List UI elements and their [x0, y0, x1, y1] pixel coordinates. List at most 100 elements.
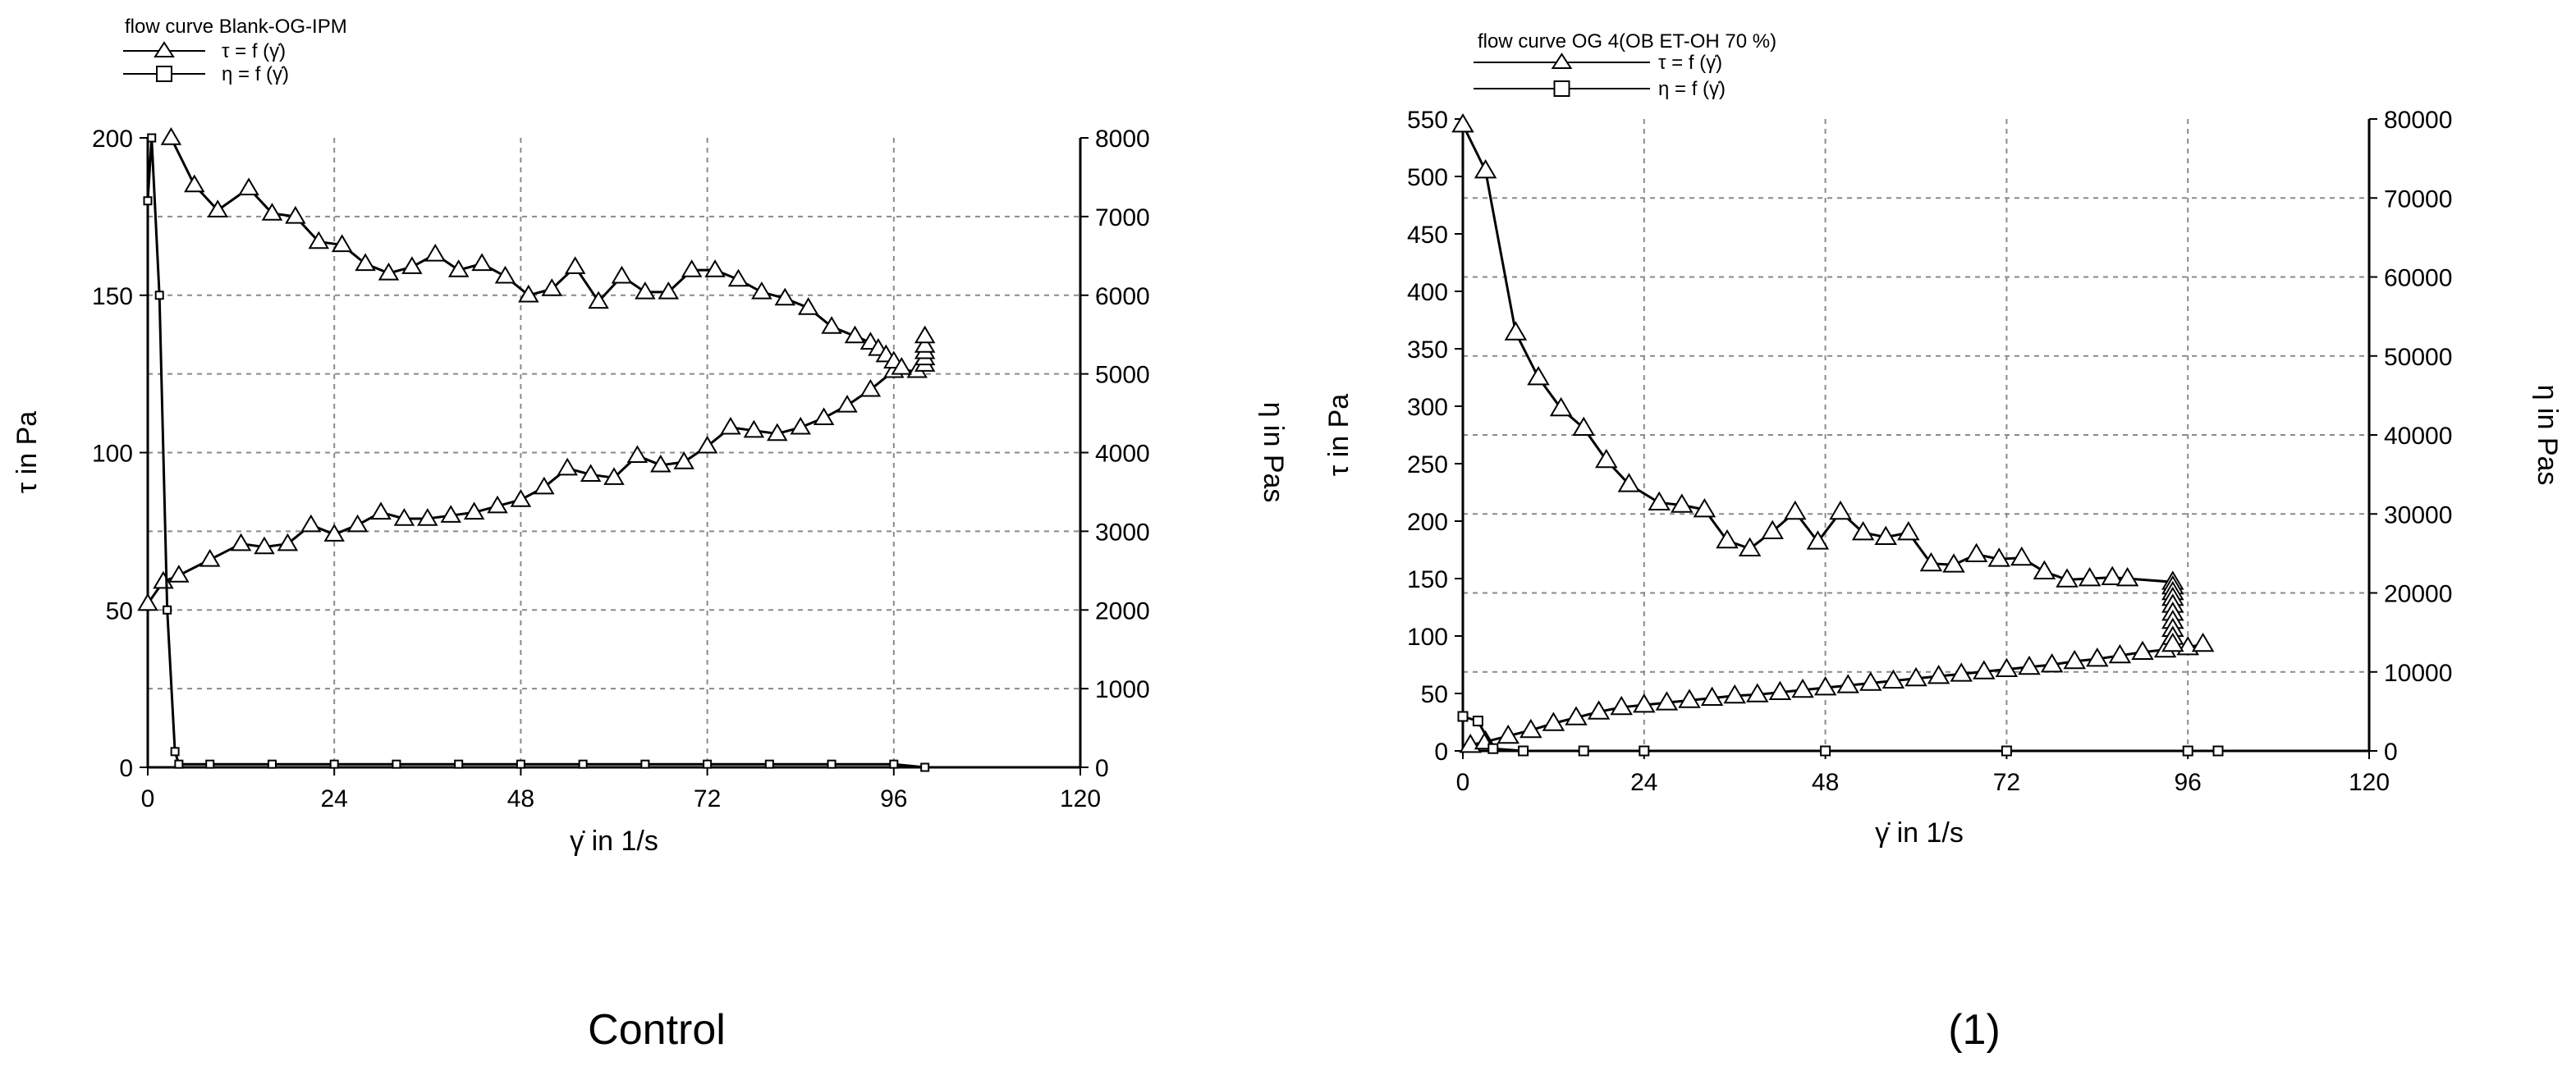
data-point-triangle: [564, 256, 586, 274]
data-point-triangle: [1610, 695, 1633, 716]
data-point-triangle: [790, 416, 811, 435]
data-point-triangle: [199, 548, 221, 567]
data-point-triangle: [650, 454, 672, 473]
data-point-triangle: [2115, 567, 2139, 587]
legend-square-icon: [1553, 80, 1570, 97]
caption-control: Control: [588, 1006, 726, 1054]
data-point-triangle: [1836, 674, 1859, 693]
data-point-square: [329, 759, 339, 769]
data-point-triangle: [168, 565, 190, 583]
data-point-triangle: [1829, 500, 1852, 520]
data-point-triangle: [1451, 113, 1474, 133]
data-point-triangle: [1927, 665, 1950, 684]
x-tick-label: 24: [1630, 769, 1657, 796]
data-point-triangle: [603, 467, 625, 485]
data-point-triangle: [1617, 473, 1641, 492]
data-point-triangle: [355, 253, 376, 272]
data-point-triangle: [2056, 568, 2079, 588]
y-right-tick-label: 7000: [1095, 204, 1150, 231]
data-point-triangle: [447, 259, 470, 277]
data-point-triangle: [2040, 653, 2064, 673]
chart-title: flow curve Blank-OG-IPM: [125, 16, 347, 38]
data-point-triangle: [401, 256, 423, 274]
y-left-tick-label: 300: [1407, 394, 1448, 421]
y-right-tick-label: 70000: [2384, 185, 2452, 213]
data-point-triangle: [331, 234, 353, 253]
data-point-triangle: [837, 395, 858, 413]
data-point-triangle: [2010, 546, 2033, 566]
x-tick-label: 96: [2175, 769, 2202, 796]
data-point-triangle: [207, 199, 228, 217]
data-point-triangle: [2191, 632, 2215, 652]
data-point-triangle: [261, 203, 283, 221]
y-left-tick-label: 150: [1407, 566, 1448, 593]
y-right-tick-label: 0: [1095, 755, 1109, 782]
data-point-square: [703, 759, 713, 769]
x-tick-label: 0: [141, 785, 155, 812]
y-left-tick-label: 350: [1407, 336, 1448, 364]
data-point-triangle: [463, 501, 485, 520]
data-point-triangle: [230, 533, 252, 551]
y-left-tick-label: 200: [92, 126, 133, 153]
data-point-triangle: [1768, 680, 1792, 700]
y-axis-label-left: τ in Pa: [11, 411, 43, 493]
y-left-tick-label: 200: [1407, 509, 1448, 536]
data-point-triangle: [1813, 676, 1837, 696]
data-point-triangle: [2086, 648, 2109, 667]
data-point-square: [392, 759, 401, 769]
data-point-triangle: [673, 451, 694, 469]
data-point-triangle: [1542, 712, 1565, 731]
data-point-triangle: [1474, 159, 1497, 179]
data-point-square: [764, 759, 774, 769]
y-left-tick-label: 50: [106, 597, 133, 625]
y-left-tick-label: 100: [1407, 624, 1448, 651]
x-axis-label: γ̇ in 1/s: [570, 826, 658, 857]
data-point-triangle: [681, 259, 703, 277]
series-line: [1462, 715, 2218, 753]
y-right-tick-label: 1000: [1095, 676, 1150, 703]
data-point-triangle: [611, 265, 633, 284]
y-right-tick-label: 6000: [1095, 283, 1150, 310]
data-point-square: [578, 759, 588, 769]
data-point-triangle: [254, 536, 275, 555]
data-point-triangle: [2063, 649, 2086, 670]
y-right-tick-label: 0: [2384, 739, 2398, 766]
data-point-triangle: [1700, 686, 1724, 706]
data-point-square: [1472, 716, 1483, 727]
data-point-square: [640, 759, 650, 769]
data-point-triangle: [1716, 529, 1739, 549]
data-point-triangle: [720, 416, 741, 435]
data-point-triangle: [1655, 691, 1679, 711]
data-point-triangle: [797, 297, 819, 315]
data-point-triangle: [346, 514, 369, 533]
y-left-tick-label: 100: [92, 441, 133, 468]
data-point-triangle: [393, 508, 415, 526]
data-point-triangle: [1678, 689, 1701, 708]
data-point-square: [2001, 745, 2012, 757]
data-point-triangle: [1987, 547, 2010, 567]
data-point-triangle: [238, 177, 259, 196]
data-point-triangle: [1587, 700, 1611, 720]
data-point-triangle: [580, 464, 602, 483]
data-point-triangle: [588, 291, 609, 309]
data-point-triangle: [751, 281, 772, 300]
data-point-triangle: [487, 495, 508, 514]
data-point-triangle: [2018, 655, 2041, 675]
data-point-triangle: [1806, 530, 1830, 550]
data-point-triangle: [1693, 498, 1717, 518]
y-right-tick-label: 2000: [1095, 597, 1150, 625]
data-point-triangle: [704, 259, 726, 277]
data-point-triangle: [184, 174, 205, 193]
data-point-square: [2182, 745, 2193, 757]
y-right-tick-label: 50000: [2384, 344, 2452, 371]
data-point-triangle: [727, 268, 749, 287]
data-point-triangle: [2131, 640, 2154, 660]
y-right-tick-label: 30000: [2384, 501, 2452, 529]
data-point-triangle: [859, 378, 882, 397]
data-point-triangle: [1950, 662, 1973, 682]
data-point-triangle: [1671, 493, 1694, 513]
data-point-triangle: [767, 423, 788, 442]
data-point-triangle: [2101, 565, 2124, 585]
legend-label: τ = f (γ̇): [222, 40, 286, 62]
data-point-triangle: [518, 284, 539, 303]
